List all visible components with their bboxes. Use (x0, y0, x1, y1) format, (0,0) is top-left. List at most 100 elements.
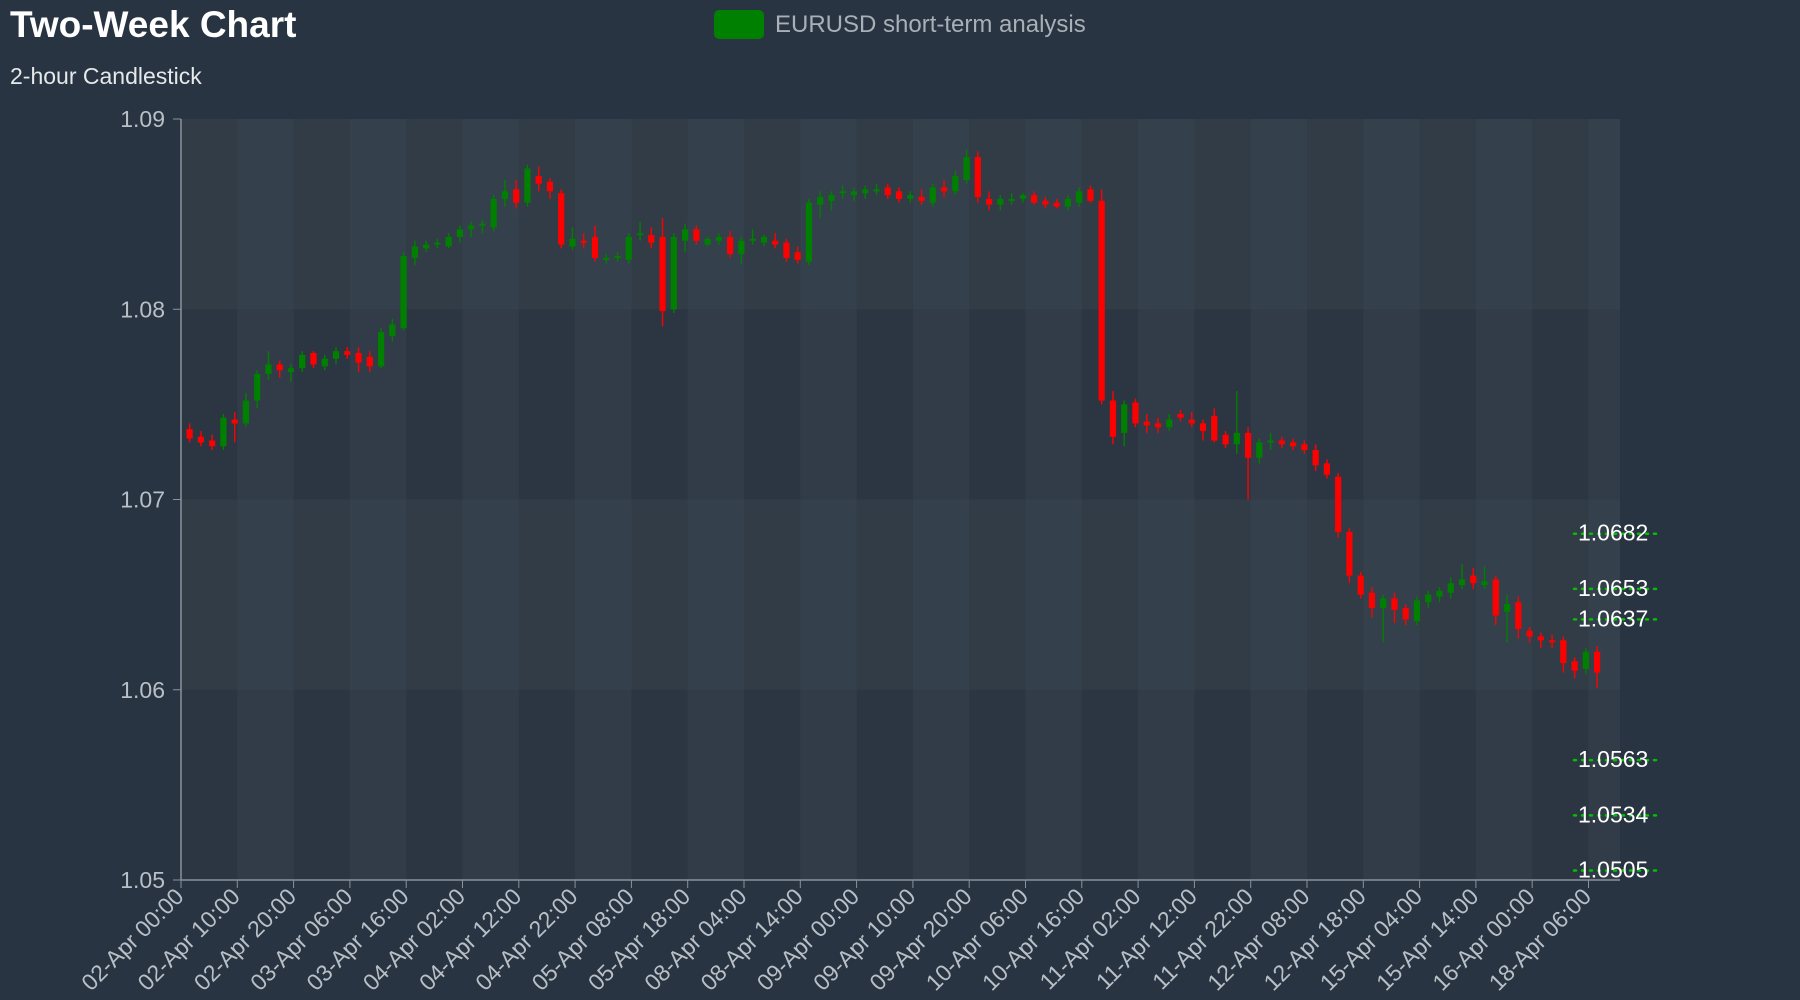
candle-up (332, 347, 340, 365)
candle-body (693, 229, 700, 241)
candle-body (738, 240, 745, 255)
candle-down (1199, 419, 1207, 441)
candle-down (1031, 191, 1038, 205)
candle-body (366, 356, 373, 367)
x-band (1588, 119, 1620, 880)
candle-up (828, 191, 835, 211)
candle-body (1008, 198, 1015, 201)
x-band (1363, 119, 1420, 880)
x-band (1475, 119, 1533, 880)
candle-down (1278, 436, 1285, 449)
candle-up (850, 187, 858, 201)
candle-body (434, 242, 441, 245)
candle-body (659, 236, 666, 312)
candle-up (321, 354, 328, 371)
candle-body (963, 157, 970, 180)
candle-down (1312, 444, 1319, 471)
candle-up (1166, 413, 1173, 432)
candles (186, 149, 1601, 688)
candle-up (254, 370, 261, 409)
candle-down (1560, 636, 1567, 673)
candle-body (1492, 579, 1499, 616)
candle-body (513, 189, 520, 203)
candle-body (1019, 195, 1026, 199)
candle-body (704, 238, 711, 245)
candle-down (1211, 408, 1218, 443)
candle-up (670, 233, 677, 314)
candle-body (220, 417, 227, 447)
candle-down (895, 187, 903, 203)
candle-body (1503, 604, 1511, 612)
candle-down (974, 151, 981, 203)
candle-body (648, 235, 655, 243)
candle-up (524, 164, 531, 207)
candle-down (209, 434, 216, 451)
price-level-label: 1.0563 (1578, 746, 1648, 772)
candle-body (422, 244, 430, 249)
candle-body (952, 176, 959, 192)
candle-body (265, 364, 272, 374)
candle-body (1357, 575, 1364, 595)
price-level-label: 1.0534 (1578, 801, 1649, 827)
candle-body (445, 236, 452, 247)
candle-down (772, 233, 779, 249)
candle-body (377, 332, 385, 367)
candle-body (749, 238, 756, 241)
candle-up (1267, 432, 1274, 451)
candle-down (1368, 587, 1376, 618)
x-band (349, 119, 407, 880)
legend[interactable]: EURUSD short-term analysis (714, 10, 1086, 39)
candle-down (1087, 185, 1094, 203)
candle-body (1143, 421, 1150, 426)
candle-body (1413, 600, 1421, 622)
candle-body (501, 191, 509, 199)
candle-body (1053, 202, 1060, 207)
candle-down (344, 347, 351, 359)
candle-body (468, 225, 475, 230)
legend-label: EURUSD short-term analysis (775, 10, 1086, 38)
candle-body (1188, 419, 1195, 424)
candle-down (1053, 198, 1060, 209)
candle-up (1008, 193, 1015, 205)
candle-down (783, 238, 790, 262)
candle-body (355, 353, 362, 363)
candle-body (1515, 602, 1522, 629)
candle-down (231, 411, 238, 443)
candle-body (569, 238, 576, 247)
candle-down (1346, 528, 1353, 584)
candle-up (1503, 594, 1511, 643)
candle-up (636, 221, 644, 241)
candle-body (974, 157, 981, 198)
candle-down (1335, 472, 1342, 538)
candle-down (648, 227, 655, 249)
x-band (687, 119, 744, 880)
y-band (181, 499, 1620, 690)
candle-up (434, 238, 441, 249)
candle-up (1076, 187, 1083, 207)
candle-body (490, 198, 497, 228)
candle-down (591, 225, 599, 262)
candle-down (558, 189, 565, 249)
candle-body (287, 368, 295, 373)
candle-up (929, 183, 936, 207)
candle-up (681, 223, 689, 253)
candle-body (1323, 463, 1330, 475)
candle-body (1222, 434, 1229, 445)
y-tick-label: 1.07 (120, 487, 165, 513)
candle-body (186, 429, 193, 439)
chart-title: Two-Week Chart (10, 4, 297, 45)
candle-up (490, 195, 497, 232)
candle-up (963, 149, 970, 184)
candle-down (1526, 626, 1533, 643)
candle-down (1301, 440, 1308, 454)
candle-up (1436, 587, 1443, 603)
candle-down (1109, 391, 1117, 445)
candle-down (1323, 459, 1330, 479)
chart-subtitle: 2-hour Candlestick (10, 63, 202, 89)
candle-body (242, 400, 250, 424)
candle-body (727, 236, 734, 255)
candle-body (783, 242, 790, 258)
candle-body (760, 236, 767, 243)
